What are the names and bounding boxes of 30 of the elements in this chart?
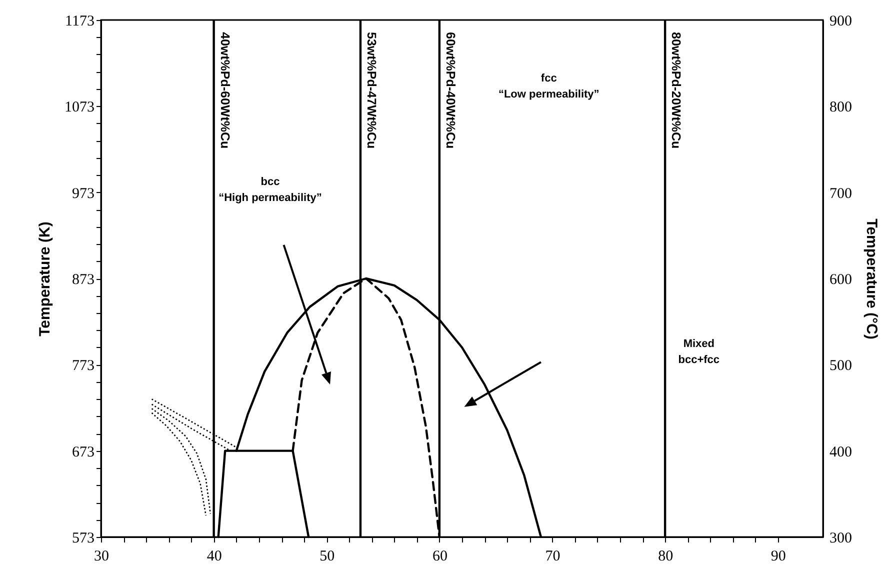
annotation: bcc “High permeability” [218,176,322,204]
ref-line-label: 60wt%Pd-40Wt%Cu [443,32,458,149]
annotation: fcc “Low permeability” [498,72,600,101]
y-tick-label: 1073 [64,100,94,116]
x-tick-label: 70 [545,548,560,564]
y2-axis-title: Temperature (°C) [863,218,880,340]
y2-tick-label: 500 [830,358,852,374]
y-tick-label: 873 [72,272,94,288]
x-tick-label: 90 [770,548,786,564]
y-tick-label: 773 [72,358,94,374]
y-tick-label: 973 [72,186,94,202]
y2-tick-label: 800 [830,100,852,116]
y-tick-label: 573 [72,530,94,546]
ref-line-label: 40wt%Pd-60Wt%Cu [218,32,232,149]
y-tick-label: 673 [72,444,94,460]
x-tick-label: 80 [658,548,674,564]
ref-line-label: 80wt%Pd-20Wt%Cu [669,32,684,149]
y2-tick-label: 300 [830,530,852,546]
y2-tick-label: 600 [830,272,852,288]
x-tick-label: 50 [320,548,335,564]
y-axis-title: Temperature (K) [36,222,54,336]
x-tick-label: 30 [94,548,109,564]
x-tick-label: 40 [206,548,222,564]
x-tick-label: 60 [432,548,448,564]
y2-tick-label: 700 [830,186,852,202]
y2-tick-label: 900 [830,14,852,30]
ref-line-label: 53wt%Pd-47Wt%Cu [364,32,378,149]
annotation: Mixed bcc+fcc [678,338,720,366]
y2-tick-label: 400 [830,444,852,460]
y-tick-label: 1173 [65,14,94,30]
